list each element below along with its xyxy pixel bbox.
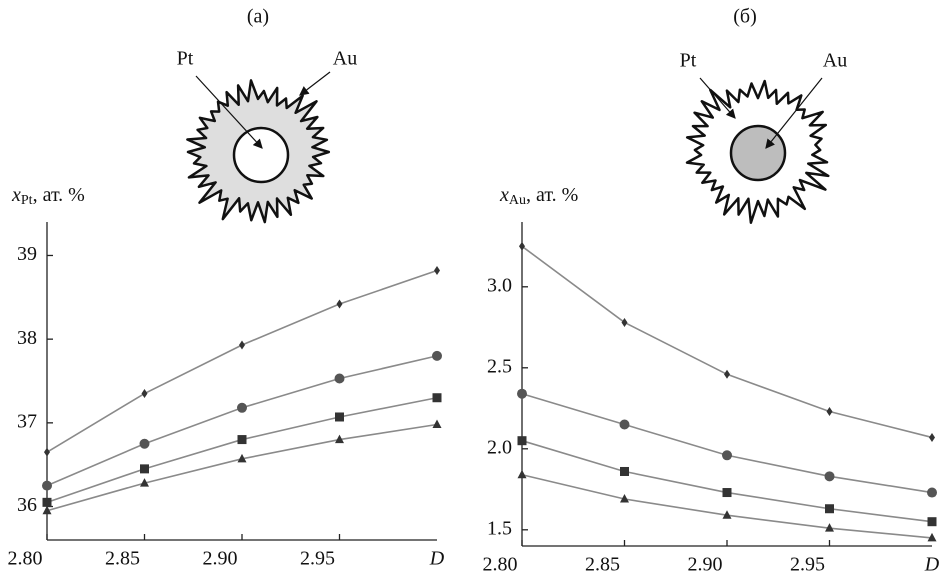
arrow bbox=[765, 77, 823, 149]
y-tick-label: 37 bbox=[17, 410, 37, 432]
marker bbox=[927, 487, 937, 498]
marker bbox=[335, 412, 344, 422]
marker bbox=[517, 388, 527, 399]
marker bbox=[722, 450, 732, 461]
series-line bbox=[46, 355, 438, 487]
x-axis-label: D bbox=[924, 554, 940, 572]
y-tick-label: 36 bbox=[17, 494, 37, 516]
x-tick-label: 2.85 bbox=[105, 548, 140, 570]
y-tick-label: 2.0 bbox=[487, 436, 512, 458]
y-tick-label: 2.5 bbox=[487, 355, 512, 377]
annotation: Pt bbox=[680, 50, 697, 72]
marker bbox=[824, 471, 835, 482]
core bbox=[232, 126, 290, 184]
marker bbox=[825, 504, 834, 514]
annotation: Pt bbox=[177, 48, 194, 70]
marker bbox=[44, 447, 50, 457]
marker bbox=[619, 419, 630, 430]
panel-label: (a) bbox=[247, 6, 269, 28]
marker bbox=[519, 241, 525, 251]
marker bbox=[335, 434, 344, 444]
marker bbox=[141, 389, 148, 399]
series-line bbox=[521, 245, 933, 439]
marker bbox=[336, 299, 343, 309]
marker bbox=[722, 488, 732, 498]
marker bbox=[334, 373, 345, 384]
marker bbox=[140, 464, 149, 474]
y-tick-label: 1.5 bbox=[487, 517, 512, 539]
arrow bbox=[699, 77, 736, 119]
marker bbox=[140, 478, 149, 487]
marker bbox=[929, 432, 935, 442]
marker bbox=[927, 532, 937, 542]
y-axis-label: xPt, ат. % bbox=[11, 184, 85, 209]
marker bbox=[432, 419, 442, 429]
series-line bbox=[521, 392, 933, 494]
series-line bbox=[521, 473, 933, 539]
marker bbox=[434, 266, 440, 276]
arrow bbox=[195, 75, 263, 149]
marker bbox=[432, 393, 442, 403]
y-label-sub: Au bbox=[509, 193, 526, 208]
marker bbox=[621, 317, 628, 327]
marker bbox=[826, 407, 833, 417]
marker bbox=[42, 497, 52, 507]
series-line bbox=[46, 269, 438, 453]
x-tick-label: 2.80 bbox=[483, 554, 518, 572]
y-label-unit: , ат. % bbox=[33, 184, 85, 206]
x-tick-label: 2.95 bbox=[300, 548, 335, 570]
x-tick-label: 2.90 bbox=[203, 548, 238, 570]
x-tick-label: 2.85 bbox=[585, 554, 620, 572]
y-label-var: x bbox=[11, 184, 21, 206]
arrow bbox=[299, 71, 331, 96]
marker bbox=[724, 369, 730, 379]
marker bbox=[432, 350, 442, 361]
x-axis-label: D bbox=[429, 548, 445, 570]
x-tick-label: 2.90 bbox=[688, 554, 723, 572]
series-line bbox=[46, 396, 438, 504]
x-tick-label: 2.80 bbox=[8, 548, 43, 570]
y-label-var: x bbox=[499, 184, 509, 206]
annotation: Au bbox=[823, 50, 847, 72]
marker bbox=[42, 480, 52, 491]
y-tick-label: 38 bbox=[17, 327, 37, 349]
y-axis-label: xAu, ат. % bbox=[499, 184, 578, 209]
panel-label: (б) bbox=[733, 6, 757, 28]
y-label-sub: Pt bbox=[21, 193, 33, 208]
marker bbox=[237, 435, 247, 445]
marker bbox=[42, 505, 52, 515]
marker bbox=[239, 340, 245, 350]
marker bbox=[237, 453, 247, 463]
annotation: Au bbox=[333, 48, 357, 70]
marker bbox=[620, 466, 629, 476]
marker bbox=[722, 510, 732, 519]
marker bbox=[237, 402, 247, 413]
marker bbox=[517, 469, 527, 479]
y-tick-label: 3.0 bbox=[487, 274, 512, 296]
marker bbox=[825, 523, 834, 532]
y-label-unit: , ат. % bbox=[526, 184, 578, 206]
y-tick-label: 39 bbox=[17, 243, 37, 265]
marker bbox=[927, 517, 937, 527]
marker bbox=[139, 438, 150, 449]
x-tick-label: 2.95 bbox=[790, 554, 825, 572]
marker bbox=[620, 494, 629, 503]
marker bbox=[517, 436, 527, 446]
